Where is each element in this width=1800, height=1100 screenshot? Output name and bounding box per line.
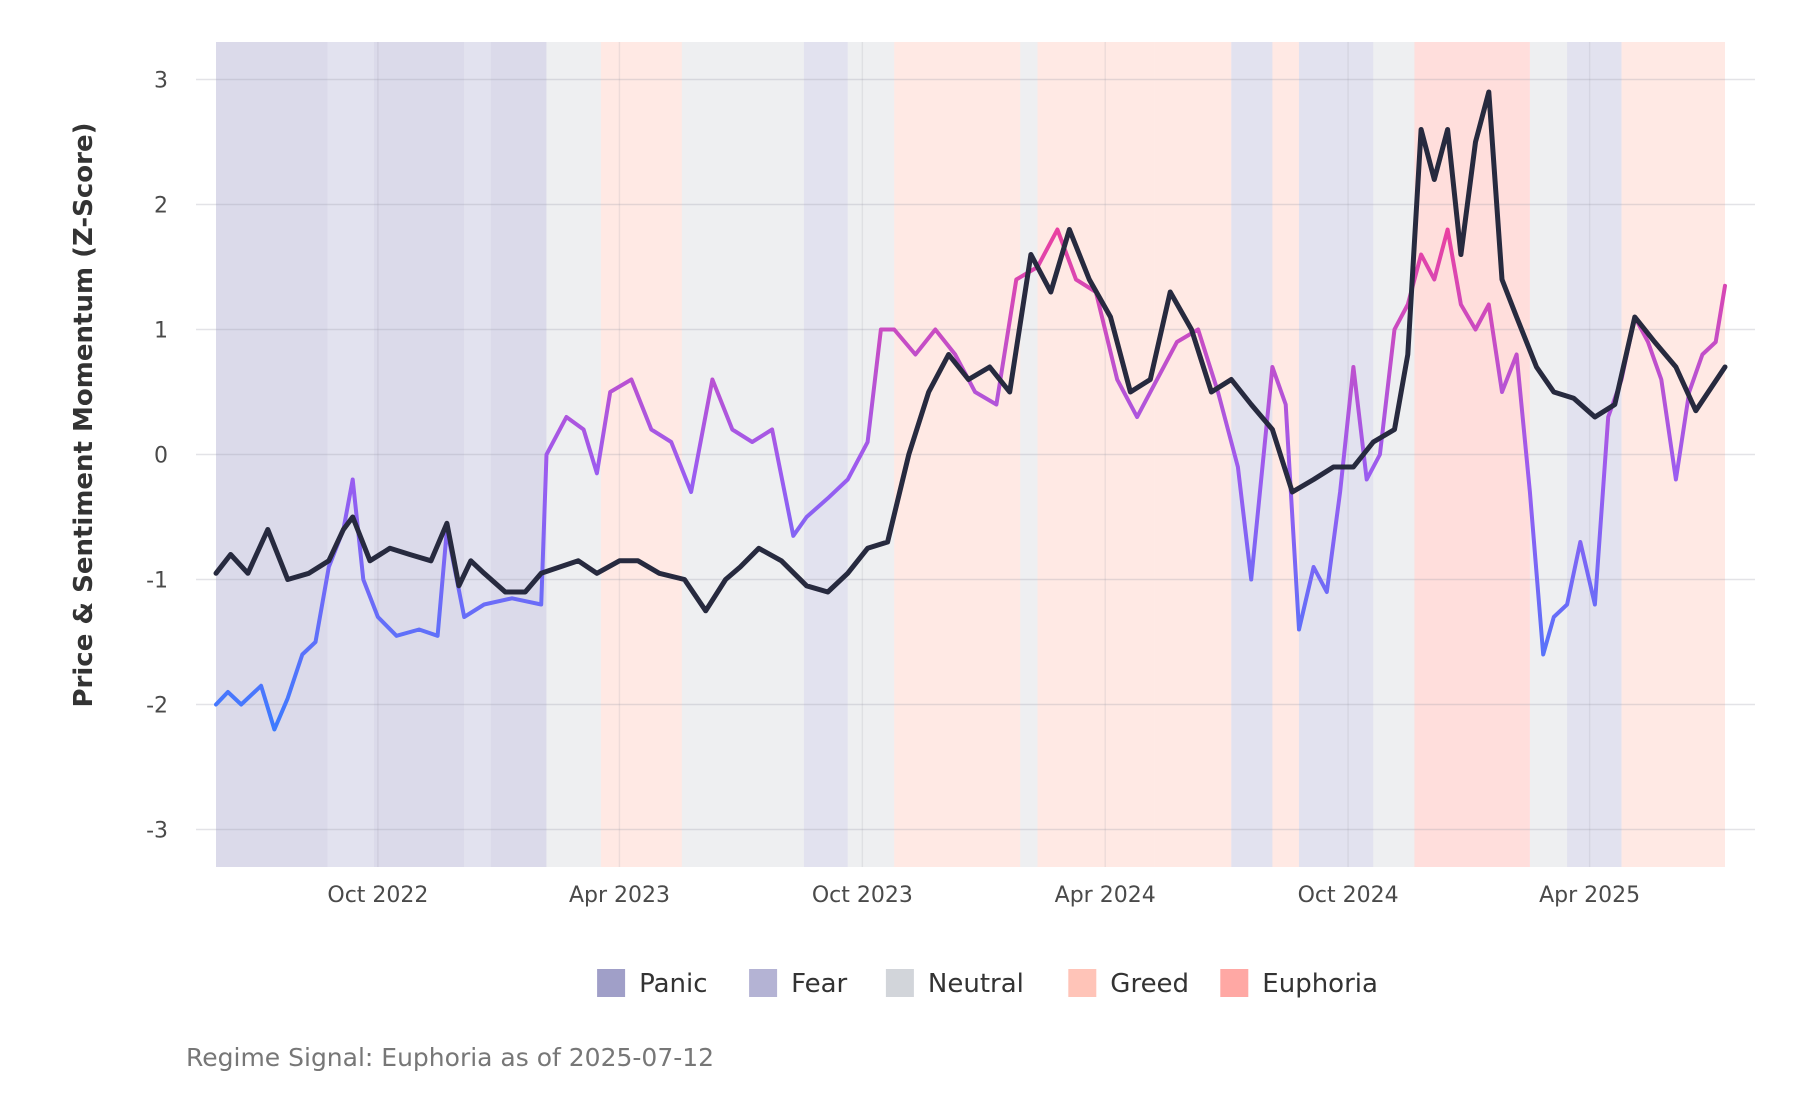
legend-item-greed: Greed: [1068, 969, 1189, 999]
y-tick-label: 0: [154, 444, 168, 469]
regime-band-panic: [490, 42, 547, 867]
y-tick-label: 1: [154, 319, 168, 344]
regime-band-neutral: [1529, 42, 1568, 867]
regime-band-fear: [803, 42, 848, 867]
x-tick-label: Oct 2024: [1298, 883, 1399, 908]
x-tick-label: Apr 2025: [1539, 883, 1640, 908]
legend-swatch: [597, 969, 626, 997]
y-tick-label: 3: [154, 69, 168, 94]
legend-swatch: [749, 969, 778, 997]
x-axis-ticks: Oct 2022 Apr 2023 Oct 2023 Apr 2024 Oct 2024…: [327, 883, 1640, 908]
legend-item-euphoria: Euphoria: [1220, 969, 1378, 999]
y-axis-title: Price & Sentiment Momentum (Z-Score): [69, 123, 99, 708]
regime-band-fear: [464, 42, 491, 867]
legend: Panic Fear Neutral Greed Euphoria: [597, 969, 1378, 999]
y-tick-label: -3: [146, 819, 168, 844]
legend-label: Euphoria: [1262, 969, 1378, 999]
regime-band-neutral: [847, 42, 895, 867]
regime-bands: [216, 42, 1725, 867]
regime-band-fear: [1567, 42, 1622, 867]
regime-band-fear: [327, 42, 374, 867]
x-tick-label: Oct 2023: [812, 883, 913, 908]
regime-band-neutral: [681, 42, 804, 867]
legend-swatch: [885, 969, 914, 997]
y-tick-label: -1: [146, 569, 168, 594]
regime-band-greed: [1272, 42, 1299, 867]
y-tick-label: -2: [146, 694, 168, 719]
legend-item-neutral: Neutral: [885, 969, 1024, 999]
x-tick-label: Oct 2022: [327, 883, 428, 908]
regime-band-greed: [1154, 42, 1232, 867]
regime-band-panic: [373, 42, 465, 867]
legend-item-panic: Panic: [597, 969, 708, 999]
regime-band-panic: [216, 42, 328, 867]
legend-label: Panic: [639, 969, 707, 999]
regime-signal-caption: Regime Signal: Euphoria as of 2025-07-12: [186, 1043, 714, 1072]
regime-band-neutral: [1020, 42, 1038, 867]
legend-label: Greed: [1110, 969, 1189, 999]
x-tick-label: Apr 2024: [1055, 883, 1156, 908]
x-tick-label: Apr 2023: [569, 883, 670, 908]
regime-band-greed: [894, 42, 1021, 867]
legend-swatch: [1068, 969, 1097, 997]
regime-band-greed: [600, 42, 682, 867]
legend-swatch: [1220, 969, 1249, 997]
price-momentum-line: [213, 89, 1728, 614]
series-lines: [213, 89, 1728, 732]
regime-band-greed: [1037, 42, 1155, 867]
y-axis-ticks: 3 2 1 0 -1 -2 -3: [146, 69, 168, 844]
y-tick-label: 2: [154, 194, 168, 219]
legend-label: Fear: [791, 969, 847, 999]
legend-item-fear: Fear: [749, 969, 848, 999]
legend-label: Neutral: [928, 969, 1024, 999]
